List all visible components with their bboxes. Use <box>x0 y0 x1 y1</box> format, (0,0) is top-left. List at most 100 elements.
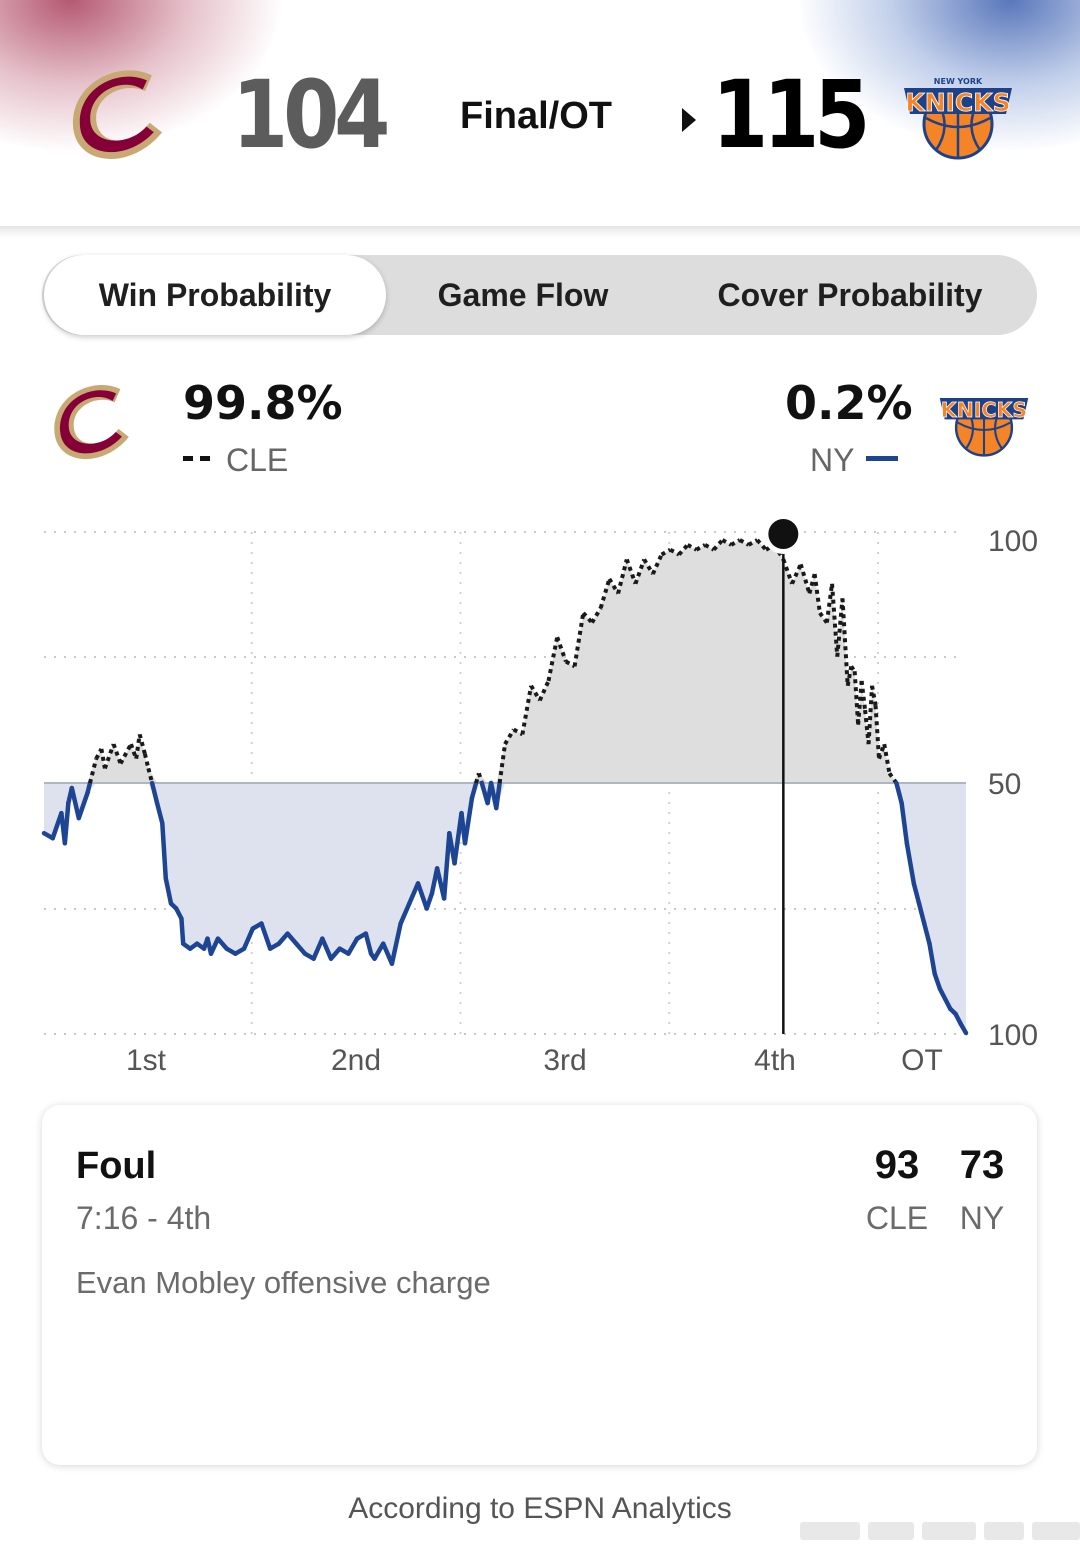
line-segment-49 <box>372 941 386 961</box>
header-divider <box>0 226 1080 238</box>
line-segment-7a <box>85 780 93 796</box>
line-segment-58 <box>441 830 452 901</box>
x-tick-label-4: OT <box>901 1044 943 1077</box>
line-segment-16 <box>142 753 151 769</box>
play-home-score: 73 <box>959 1143 1005 1187</box>
line-segment-123 <box>899 800 910 846</box>
knicks-logo-small: KNICKS <box>939 398 1029 457</box>
line-segment-92 <box>712 538 724 552</box>
line-segment-3 <box>62 800 71 846</box>
home-legend-abbr: NY <box>810 442 855 478</box>
line-segment-29 <box>208 936 221 956</box>
line-segment-33 <box>241 926 256 951</box>
line-segment-15 <box>137 733 147 755</box>
line-segment-110 <box>845 666 854 687</box>
analytics-attribution: According to ESPN Analytics <box>348 1492 732 1525</box>
line-segment-87 <box>669 547 680 557</box>
line-segment-93 <box>721 538 733 547</box>
play-detail-card[interactable]: Foul 7:16 - 4th Evan Mobley offensive ch… <box>42 1105 1037 1465</box>
home-score: 115 <box>712 61 870 170</box>
scoreboard-header: 104 Final/OT 115 KNICKS NEW YORK <box>0 0 1080 232</box>
x-tick-label-2: 3rd <box>543 1044 586 1077</box>
away-score: 104 <box>232 61 390 170</box>
line-segment-23 <box>179 916 186 946</box>
line-segment-51 <box>389 921 403 966</box>
cavaliers-logo-small <box>54 385 129 460</box>
line-segment-78 <box>590 607 603 624</box>
x-tick-label-1: 2nd <box>331 1044 381 1077</box>
away-legend-dash-1 <box>183 456 193 461</box>
line-segment-109 <box>840 598 850 686</box>
line-segment-124 <box>904 840 917 886</box>
knicks-logo-text: KNICKS <box>905 88 1010 117</box>
line-segment-19 <box>160 820 169 881</box>
line-segment-125 <box>911 881 922 906</box>
line-segment-91 <box>704 543 715 552</box>
line-segment-102 <box>798 563 812 595</box>
chart-marker[interactable] <box>763 514 804 1034</box>
line-segment-63a <box>469 780 479 801</box>
line-segment-67a <box>494 780 502 811</box>
line-segment-94 <box>730 538 741 547</box>
win-probability-chart[interactable]: 100 50 100 1st 2nd 3rd 4th OT <box>0 490 1080 1090</box>
line-segment-54 <box>415 881 429 911</box>
line-segment-120 <box>882 743 892 774</box>
line-segment-67b <box>497 743 507 784</box>
y-tick-label-0: 100 <box>988 525 1038 558</box>
line-segment-112 <box>852 671 861 725</box>
y-axis-labels: 100 50 100 <box>988 525 1038 1052</box>
line-segment-41 <box>311 936 325 961</box>
line-segment-5 <box>69 785 82 821</box>
x-tick-label-0: 1st <box>126 1044 167 1077</box>
line-segment-72 <box>537 680 551 702</box>
away-legend-abbr: CLE <box>226 442 289 478</box>
watermark <box>800 1522 1080 1540</box>
y-tick-label-1: 50 <box>988 768 1021 801</box>
line-segment-127 <box>921 921 932 946</box>
line-segment-134 <box>958 1021 969 1036</box>
line-segment-86 <box>660 547 672 557</box>
line-segment-115 <box>863 709 871 745</box>
tab-win-probability[interactable]: Win Probability <box>44 255 386 335</box>
line-segment-111 <box>849 665 857 673</box>
play-away-score: 93 <box>874 1143 920 1187</box>
line-segment-126 <box>916 901 927 926</box>
x-axis-labels: 1st 2nd 3rd 4th OT <box>126 1044 943 1077</box>
line-segment-80 <box>607 577 620 595</box>
away-win-probability: 99.8% <box>183 376 343 430</box>
cavaliers-logo[interactable] <box>62 62 186 172</box>
tab-game-flow[interactable]: Game Flow <box>437 277 609 313</box>
line-segment-118 <box>873 705 882 759</box>
game-status: Final/OT <box>460 95 612 137</box>
line-segment-70 <box>520 685 534 735</box>
play-description: Evan Mobley offensive charge <box>76 1265 491 1300</box>
play-time: 7:16 - 4th <box>76 1200 212 1236</box>
line-segment-76 <box>572 612 586 667</box>
knicks-logo-subtext: NEW YORK <box>934 77 983 86</box>
line-segment-101 <box>790 563 803 585</box>
line-segment-20 <box>163 876 174 906</box>
chart-tab-bar: Win Probability Game Flow Cover Probabil… <box>42 255 1037 335</box>
play-away-abbr: CLE <box>865 1200 929 1236</box>
line-segment-95 <box>738 538 750 547</box>
line-segment-77 <box>581 611 594 624</box>
home-win-probability: 0.2% <box>785 376 913 430</box>
line-segment-84 <box>642 558 655 576</box>
knicks-logo-small-text: KNICKS <box>941 398 1027 422</box>
tab-cover-probability[interactable]: Cover Probability <box>717 277 983 313</box>
knicks-logo[interactable]: KNICKS NEW YORK <box>900 66 1016 166</box>
line-segment-52 <box>398 901 412 926</box>
line-segment-6 <box>76 790 90 821</box>
away-legend-dash-2 <box>200 456 210 461</box>
line-segment-106 <box>824 583 835 623</box>
line-segment-79 <box>598 578 612 609</box>
chart-fill <box>44 540 966 1033</box>
line-segment-117 <box>870 685 878 706</box>
line-segment-18 <box>154 800 165 826</box>
home-legend-line <box>866 456 898 461</box>
cle-favored-area <box>44 540 966 783</box>
line-segment-42 <box>320 936 334 961</box>
line-segment-128 <box>927 941 937 977</box>
line-segment-12 <box>118 743 133 765</box>
line-segment-13 <box>129 743 139 760</box>
